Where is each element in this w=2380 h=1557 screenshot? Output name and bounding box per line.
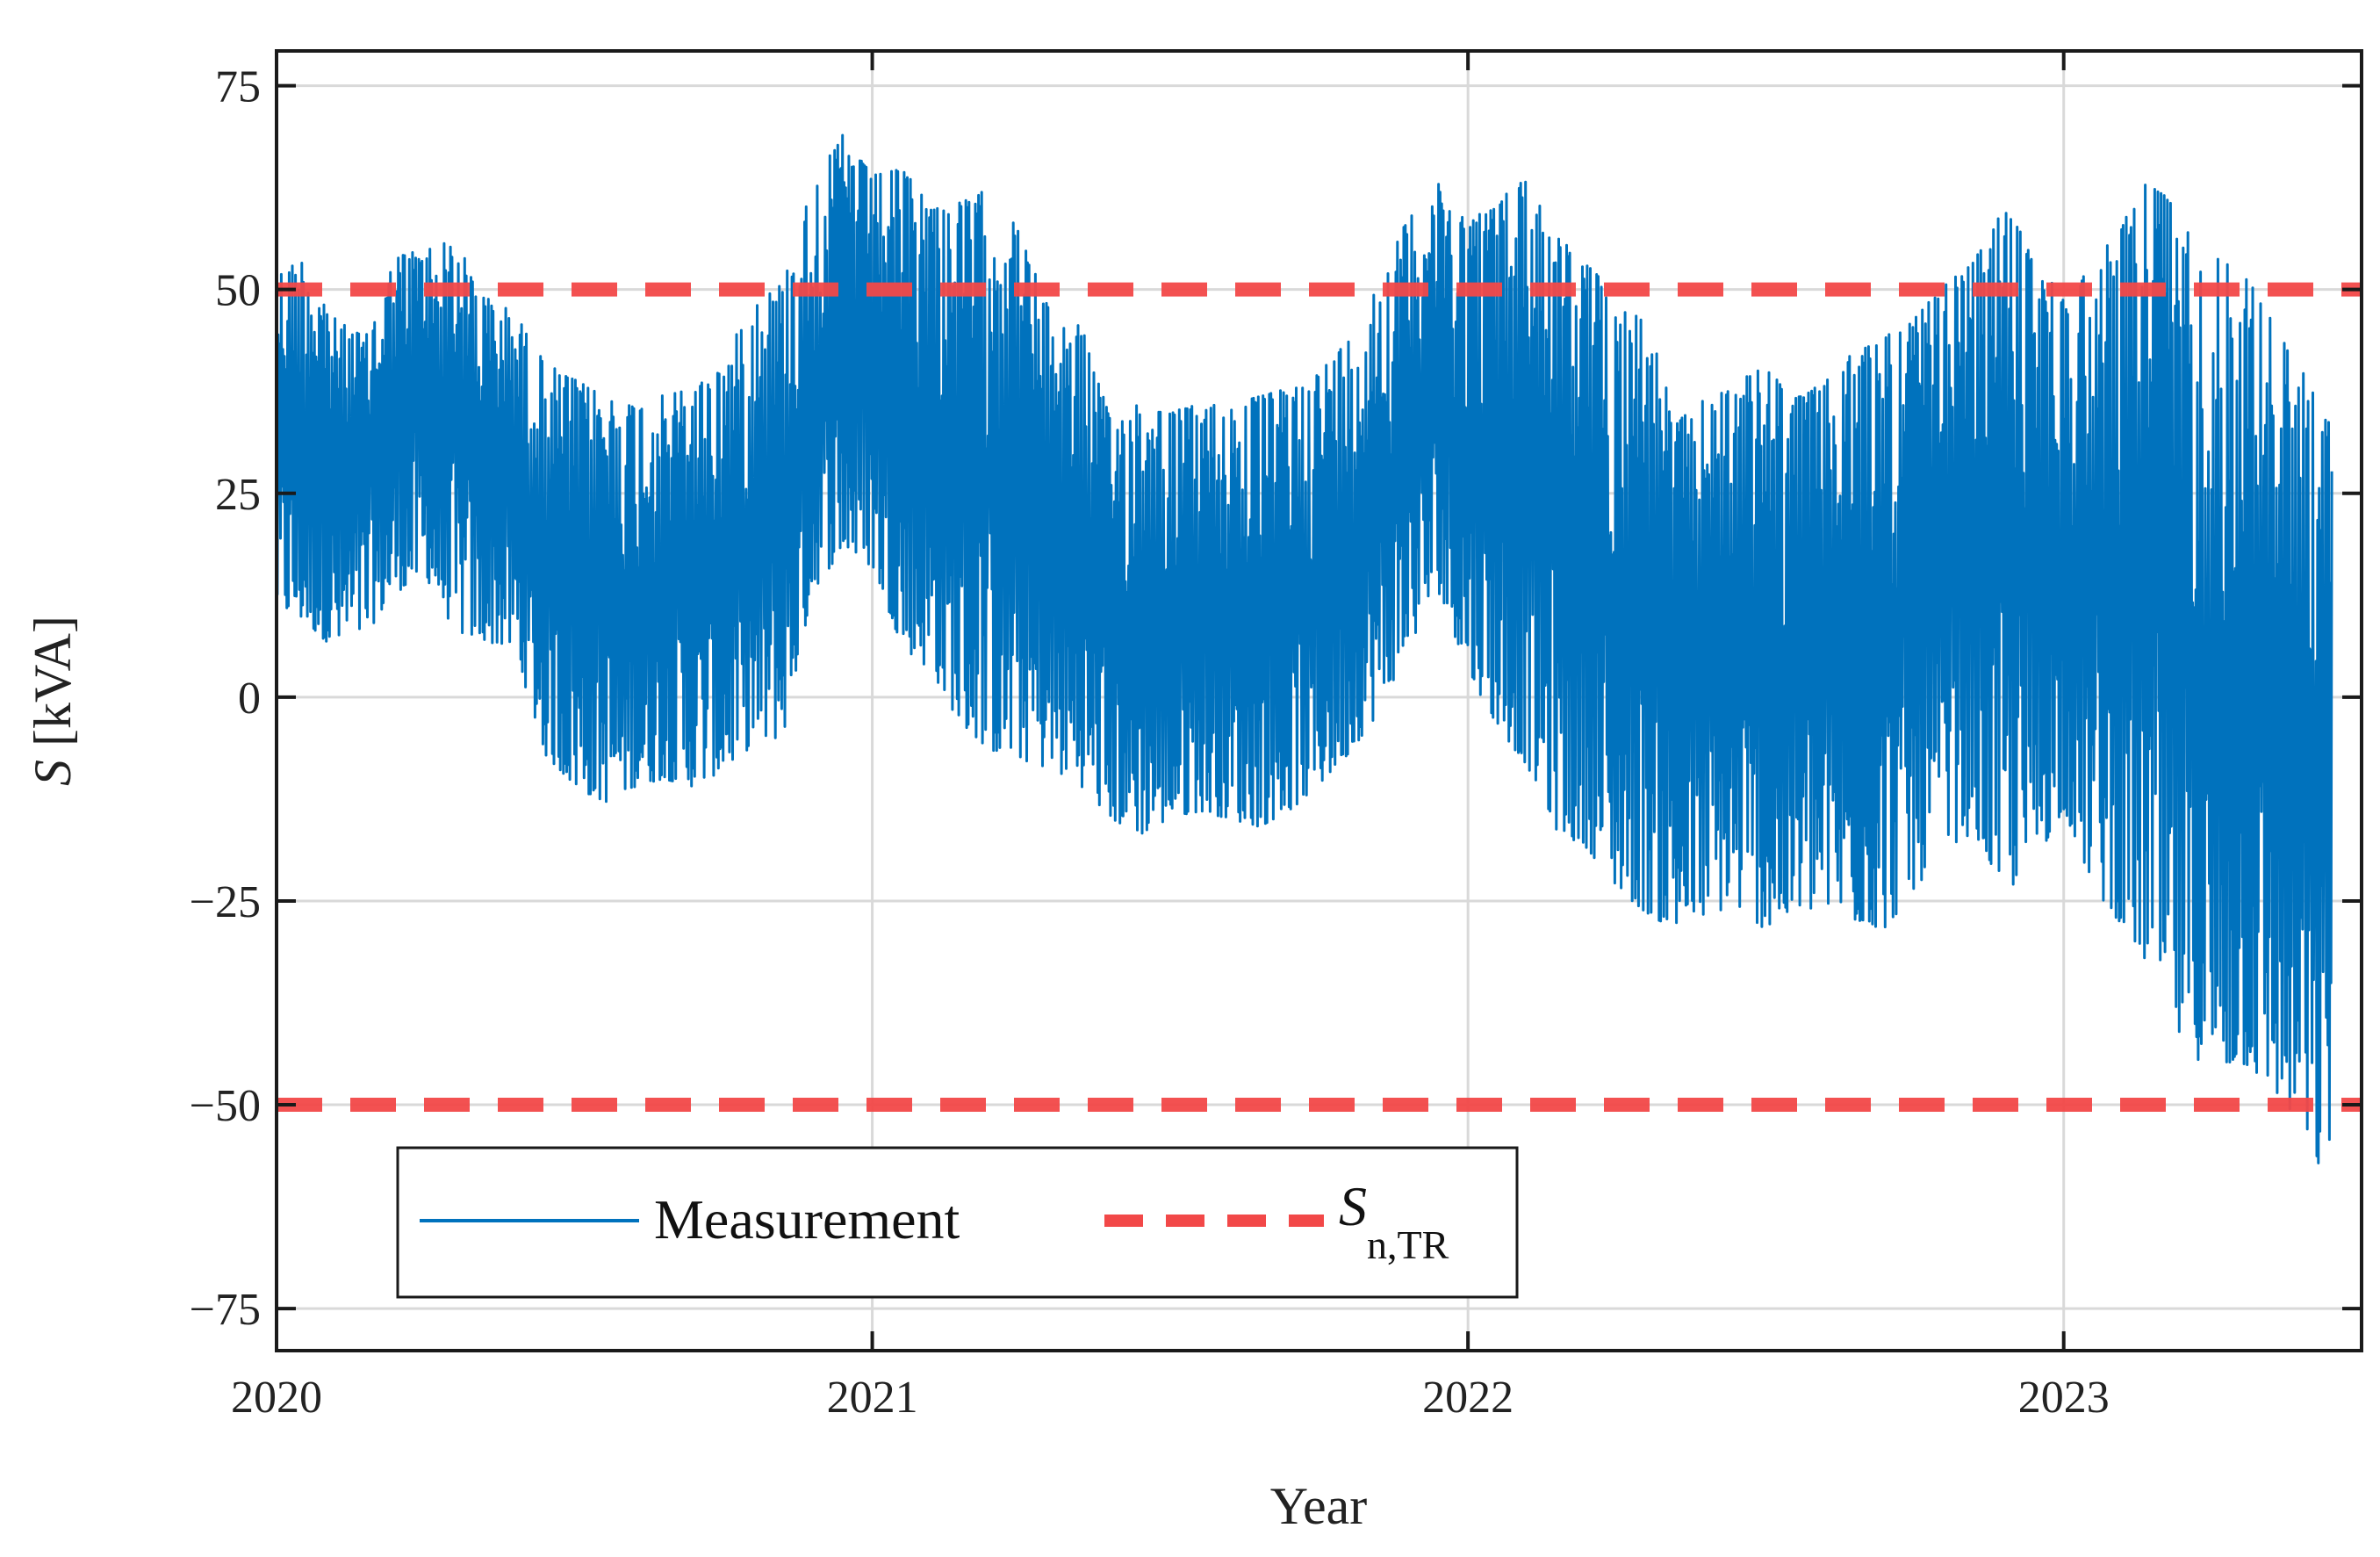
measurement-line (275, 133, 2333, 1164)
y-tick-label: −50 (190, 1081, 261, 1131)
y-tick-label: 25 (215, 470, 261, 520)
axis-ticks (275, 51, 2362, 1351)
x-axis-tick-labels: 2020 2021 2022 2023 (231, 1373, 2110, 1423)
x-tick-label: 2020 (231, 1373, 322, 1423)
rated-power-limit-series (277, 282, 2362, 1113)
legend-rated-power-subscript: n,TR (1367, 1222, 1449, 1267)
y-tick-label: −75 (190, 1285, 261, 1335)
legend-rated-power-symbol: S (1339, 1175, 1367, 1237)
y-tick-label: 75 (215, 62, 261, 112)
x-tick-label: 2022 (1422, 1373, 1514, 1423)
y-tick-label: −25 (190, 877, 261, 927)
legend: Measurement Sn,TR (396, 1146, 1519, 1299)
legend-measurement-label: Measurement (654, 1188, 960, 1251)
y-axis-label-symbol: S (24, 760, 82, 786)
y-tick-label: 50 (215, 266, 261, 316)
y-tick-label: 0 (238, 674, 261, 724)
y-axis-tick-labels: 75 50 25 0 −25 −50 −75 (190, 62, 261, 1336)
y-axis-label-unit: [kVA] (24, 616, 82, 746)
x-axis-label: Year (1270, 1477, 1368, 1535)
x-tick-label: 2021 (827, 1373, 918, 1423)
legend-rated-power-label: Sn,TR (1339, 1175, 1449, 1267)
y-axis-label: S [kVA] (24, 616, 82, 786)
x-tick-label: 2023 (2018, 1373, 2110, 1423)
measurement-series (275, 133, 2333, 1164)
plot-frame (275, 49, 2363, 1352)
